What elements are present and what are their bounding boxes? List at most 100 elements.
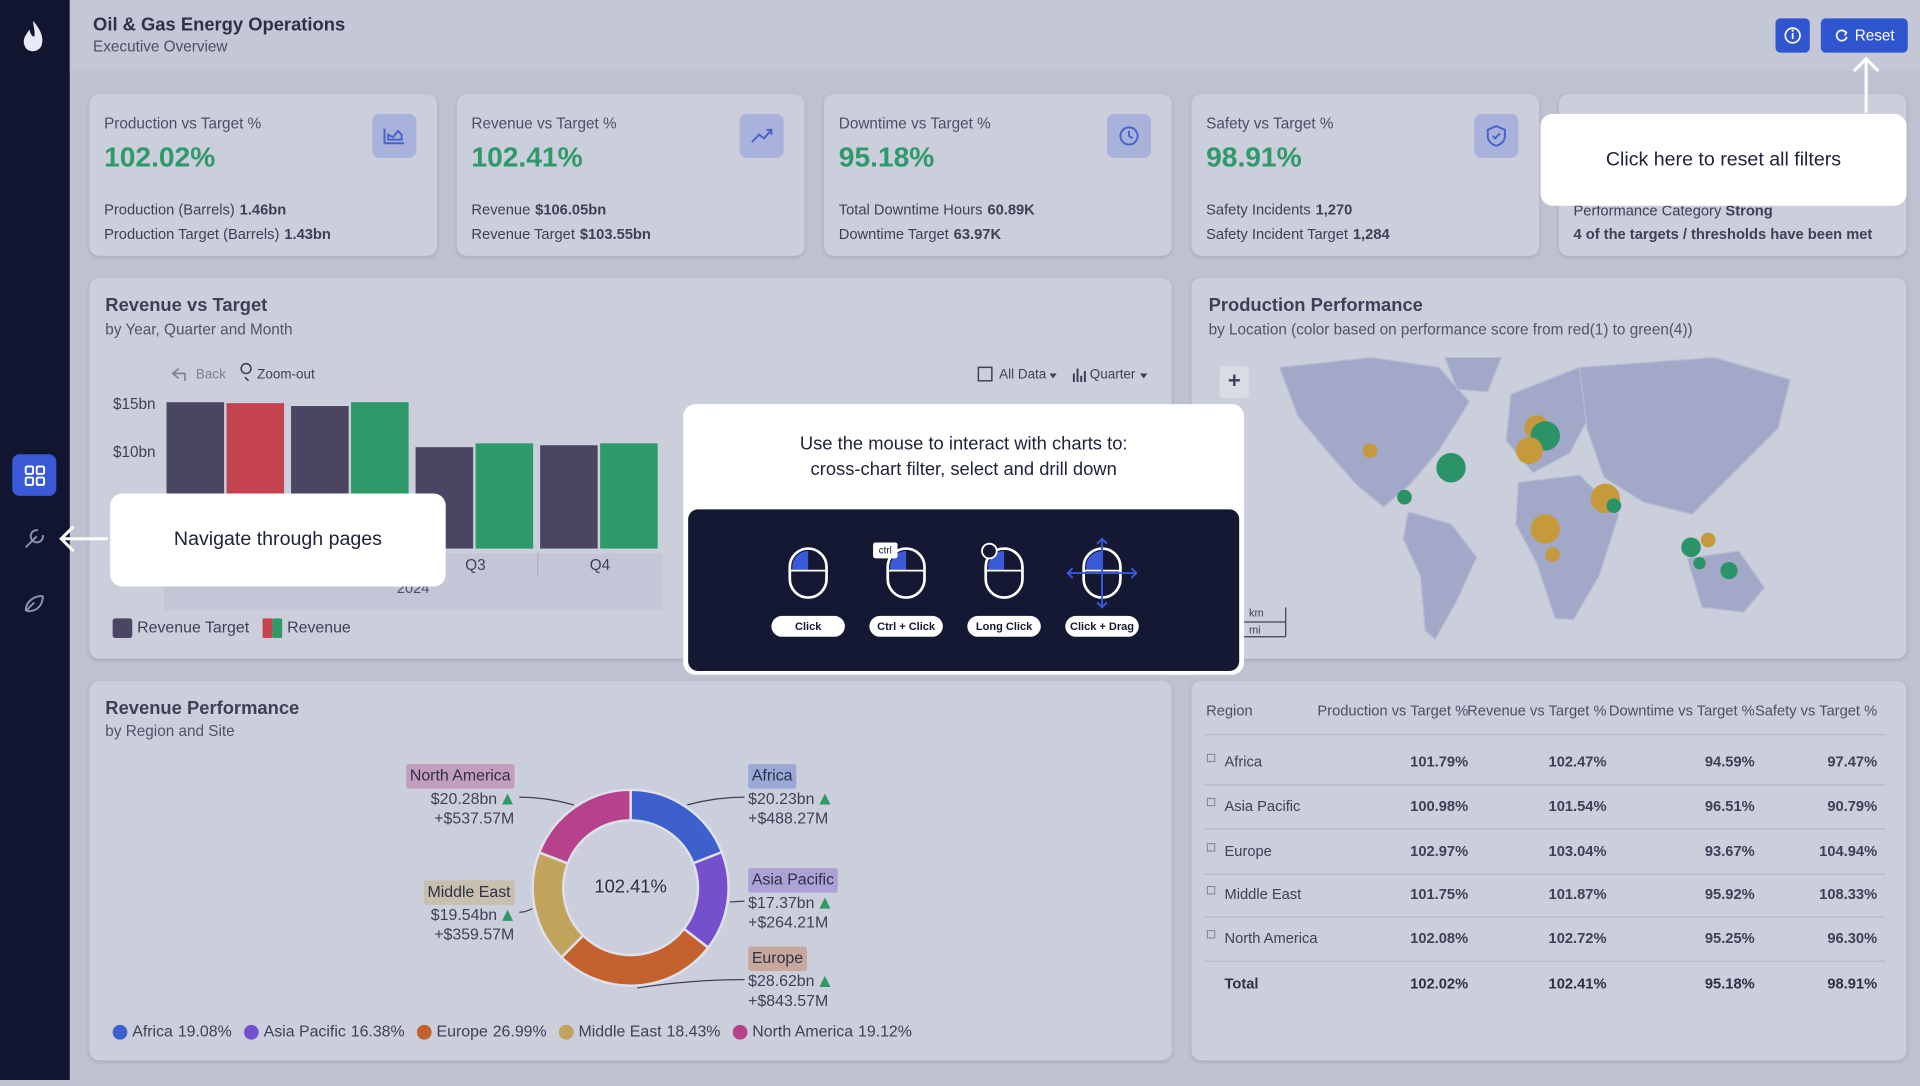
up-triangle — [502, 793, 514, 805]
gesture-icons: Click Ctrl + Click Long Click Click + Drag c… — [771, 537, 1139, 637]
table-cell: 102.47% — [1549, 755, 1607, 771]
map-site[interactable] — [1681, 537, 1701, 558]
table-total: 98.91% — [1827, 976, 1877, 992]
legend-swatch — [416, 1024, 432, 1040]
kpi-label: Revenue vs Target % — [471, 115, 617, 133]
kpi-label: Downtime vs Target % — [838, 115, 991, 133]
donut-segment[interactable] — [531, 850, 585, 959]
map-site[interactable] — [1545, 547, 1561, 563]
kpi-card: Safety vs Target % 98.91% Safety Incidents… — [1191, 94, 1540, 256]
gesture-label: Ctrl + Click — [877, 621, 936, 633]
expand-icon[interactable] — [1206, 843, 1216, 852]
detail-value: 1,270 — [1315, 200, 1353, 218]
gesture-label: Click — [795, 621, 822, 633]
map-site[interactable] — [1436, 453, 1466, 483]
map-site[interactable] — [1606, 498, 1622, 514]
kpi-card: Revenue vs Target % 102.41% Revenue $106.05… — [456, 94, 805, 256]
table-region: Africa — [1224, 755, 1262, 771]
gesture-panel: Click Ctrl + Click Long Click Click + Drag c… — [688, 509, 1240, 672]
detail-label: Production (Barrels) — [104, 200, 235, 218]
legend-value: 19.08% — [178, 1023, 232, 1040]
zoom-in-button[interactable]: + — [1219, 366, 1249, 398]
icon-shape — [1486, 125, 1506, 147]
detail-value: 1.46bn — [239, 200, 287, 218]
expand-icon[interactable] — [1206, 930, 1216, 939]
table-total: 102.02% — [1410, 976, 1468, 992]
callout-name-bg — [748, 946, 807, 972]
gesture-pill — [771, 615, 845, 637]
kpi-icon — [372, 113, 417, 158]
table-cell: 95.25% — [1705, 931, 1755, 947]
header-title: Oil & Gas Energy Operations — [93, 14, 346, 36]
table-region: Middle East — [1224, 887, 1301, 903]
table-cell: 93.67% — [1705, 844, 1755, 860]
callout-name-bg — [406, 764, 515, 789]
y-tick-label: $15bn — [113, 396, 156, 413]
drag-arrows — [1066, 537, 1138, 609]
donut-segment[interactable] — [537, 788, 632, 866]
detail-value: $106.05bn — [535, 200, 607, 218]
kpi-icon — [1106, 113, 1152, 158]
toolbar-button: All Data — [999, 366, 1047, 381]
callout-name: Middle East — [428, 884, 512, 901]
region-table-card — [1191, 680, 1907, 1061]
x-tick-label: Q3 — [465, 557, 485, 574]
callout-delta: +$264.21M — [748, 914, 828, 931]
revenue-performance-card: Revenue Performance by Region and Site — [89, 680, 1172, 1061]
detail-label: Downtime Target — [838, 225, 949, 243]
legend-swatch — [558, 1024, 574, 1040]
map-site[interactable] — [1720, 562, 1738, 580]
gesture-label: Click + Drag — [1070, 621, 1134, 633]
sidebar — [0, 0, 70, 1081]
expand-icon[interactable] — [1206, 797, 1216, 807]
detail-label: Total Downtime Hours — [838, 200, 983, 218]
legend-label: Middle East — [578, 1023, 662, 1040]
kpi-label: Safety vs Target % — [1206, 115, 1334, 133]
nav-leaf[interactable] — [24, 595, 44, 613]
up-triangle — [819, 793, 831, 805]
legend-swatch — [262, 618, 273, 638]
bar — [540, 445, 598, 549]
icon-shape — [751, 128, 773, 143]
nav-dashboard[interactable] — [12, 454, 57, 496]
legend-label: Europe — [437, 1023, 488, 1040]
reset-arrow — [1852, 56, 1880, 113]
icon-shape — [1119, 126, 1139, 146]
calendar-icon — [977, 366, 993, 382]
up-triangle — [819, 897, 831, 909]
card-subtitle: by Region and Site — [105, 722, 235, 740]
kpi-detail: Safety Incident Target 1,284 — [1206, 225, 1390, 242]
performance-note: 4 of the targets / thresholds have been … — [1573, 225, 1873, 243]
map-site[interactable] — [1700, 532, 1716, 548]
expand-icon[interactable] — [1206, 753, 1216, 763]
legend-swatch — [112, 618, 133, 638]
nav-tools[interactable] — [25, 529, 44, 549]
detail-value: 1,284 — [1352, 225, 1390, 243]
logo-flame — [23, 20, 43, 52]
legend-value: 19.12% — [858, 1023, 912, 1040]
donut-segment[interactable] — [559, 927, 710, 987]
map-land — [1402, 511, 1478, 641]
map-site[interactable] — [1693, 557, 1706, 570]
map-site[interactable] — [1362, 443, 1378, 458]
callout-name: Africa — [752, 768, 793, 785]
icon — [383, 128, 405, 145]
map-site[interactable] — [1397, 489, 1412, 505]
map-site[interactable] — [1515, 437, 1543, 465]
reset-button[interactable]: Reset — [1820, 18, 1908, 53]
callout-name: North America — [410, 768, 511, 785]
mouse-help-line: cross-chart filter, select and drill dow… — [810, 459, 1117, 481]
mouse-help-line: Use the mouse to interact with charts to… — [799, 433, 1128, 455]
expand-icon[interactable] — [1206, 886, 1216, 895]
header-bar — [69, 0, 1920, 72]
detail-value: $103.55bn — [579, 225, 651, 243]
info-button[interactable] — [1775, 18, 1810, 53]
kpi-detail: Downtime Target 63.97K — [839, 225, 1001, 242]
y-tick-label: $10bn — [113, 444, 156, 461]
map-site[interactable] — [1530, 514, 1561, 544]
legend-value: 18.43% — [667, 1023, 721, 1040]
callout-delta: +$359.57M — [434, 927, 514, 944]
mouse-help-text: Use the mouse to interact with charts to… — [683, 431, 1244, 482]
legend-label: Africa — [132, 1023, 173, 1040]
gesture-pill — [869, 615, 943, 637]
